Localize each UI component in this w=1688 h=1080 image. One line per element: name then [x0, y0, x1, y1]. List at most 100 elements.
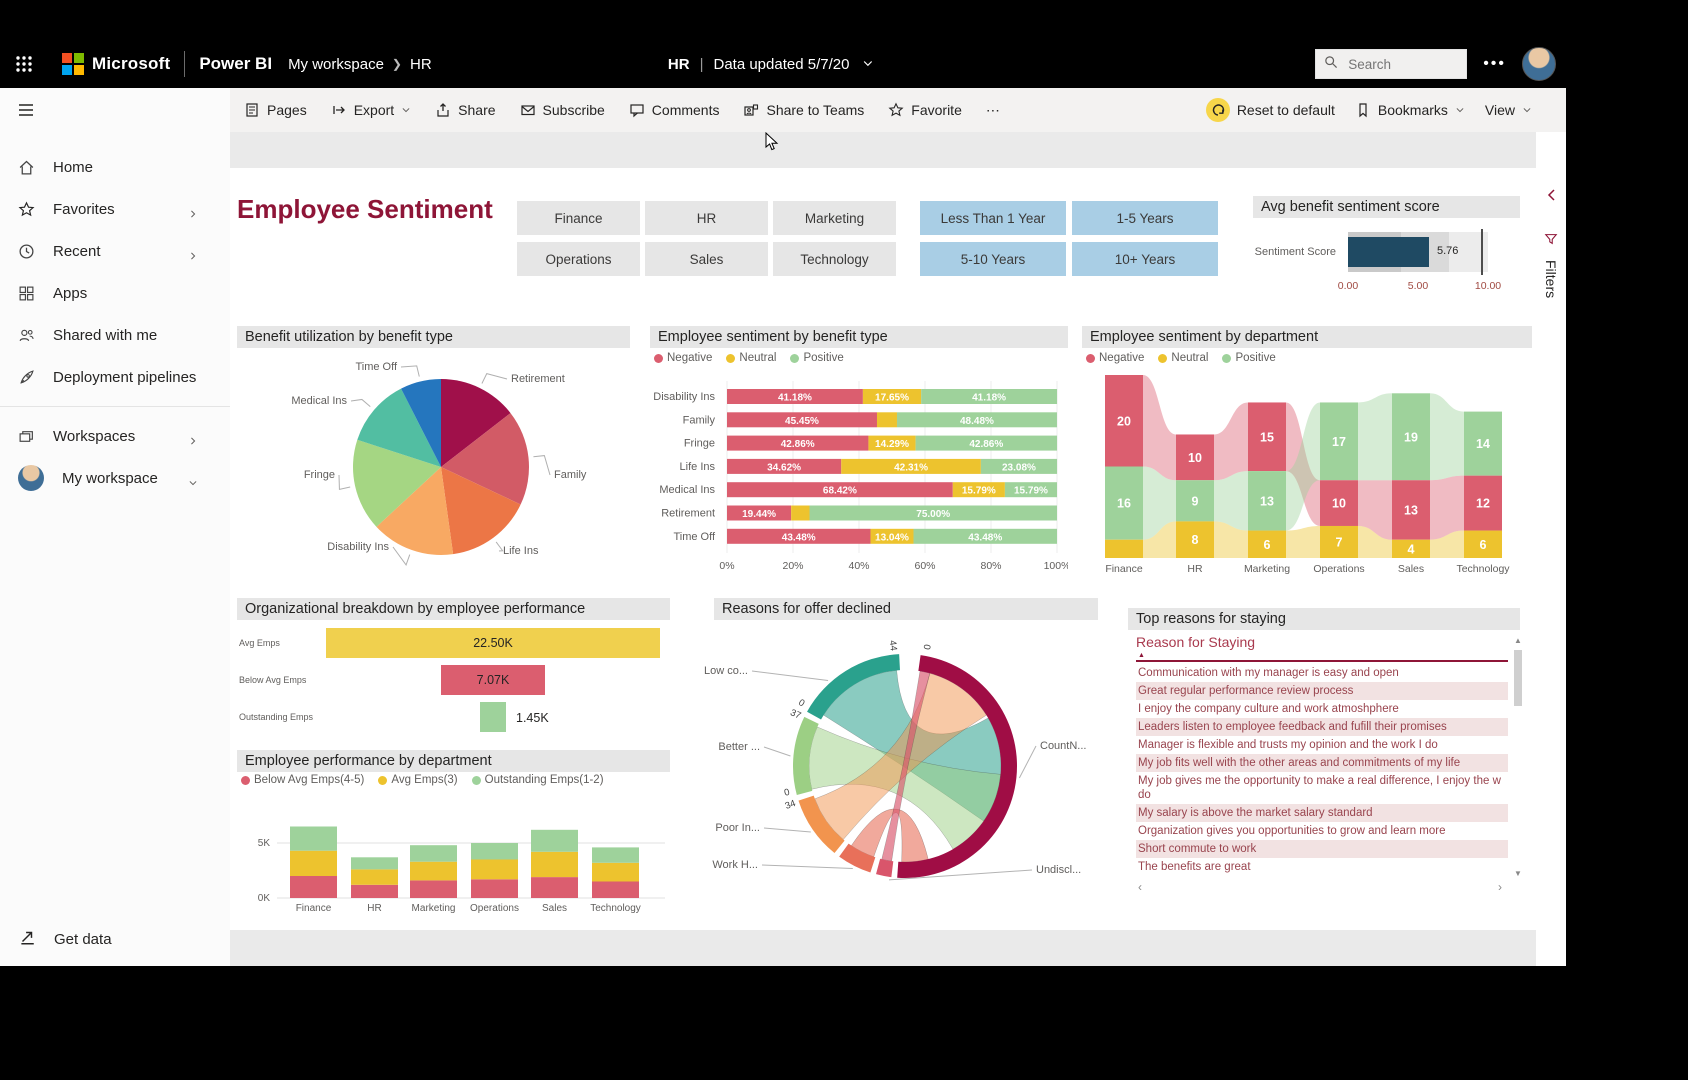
table-row[interactable]: Leaders listen to employee feedback and … [1136, 718, 1508, 736]
pie-slice-time-off[interactable] [401, 379, 441, 467]
department-slicer-technology[interactable]: Technology [773, 242, 896, 276]
bar-segment-positive[interactable] [915, 435, 1058, 451]
column-segment-below-avg-emps-4-5[interactable] [471, 879, 518, 898]
legend-item-outstanding-emps-1-2[interactable]: Outstanding Emps(1-2) [471, 774, 604, 786]
ribbon-segment-negative[interactable] [1105, 375, 1143, 467]
vertical-scrollbar[interactable]: ▲ ▼ [1512, 636, 1524, 878]
org-breakdown-funnel-chart[interactable]: Avg Emps 22.50K Below Avg Emps 7.07K Outstan… [237, 623, 670, 745]
pie-slice-retirement[interactable] [441, 379, 511, 467]
bar-segment-negative[interactable] [727, 435, 869, 451]
table-row[interactable]: Organization gives you opportunities to … [1138, 825, 1446, 837]
sort-ascending-icon[interactable]: ▲ [1138, 652, 1145, 659]
chord-arc-work-hours[interactable] [839, 843, 876, 873]
ribbon-segment-neutral[interactable] [1248, 530, 1286, 558]
scroll-down-icon[interactable]: ▼ [1514, 869, 1522, 878]
performance-by-department-column-chart[interactable]: 5K 0K Finance HR Marketing Operations Sales Tec… [237, 790, 670, 930]
column-segment-avg-emps-3[interactable] [290, 850, 337, 876]
sidebar-item-apps[interactable]: Apps [0, 272, 230, 314]
column-segment-below-avg-emps-4-5[interactable] [592, 881, 639, 899]
bar-segment-positive[interactable] [809, 505, 1058, 521]
ribbon-segment-negative[interactable] [1392, 480, 1430, 540]
table-row[interactable]: Communication with my manager is easy an… [1138, 667, 1399, 679]
header-more-icon[interactable]: ••• [1483, 55, 1506, 72]
table-row[interactable]: My job fits well with the other areas an… [1136, 754, 1508, 772]
reasons-offer-declined-chord-chart[interactable]: 44 0 0 37 0 34 Low co... Better ... Poor In... Wo… [700, 616, 1130, 931]
hamburger-menu-icon[interactable] [16, 100, 36, 125]
table-row[interactable]: I enjoy the company culture and work atm… [1138, 703, 1399, 715]
ribbon-segment-neutral[interactable] [1392, 539, 1430, 558]
ribbon-segment-neutral[interactable] [1105, 539, 1143, 558]
toolbar-more-button[interactable]: ⋯ [986, 102, 1000, 119]
sidebar-item-favorites[interactable]: Favorites [0, 188, 230, 230]
department-slicer-hr[interactable]: HR [645, 201, 768, 235]
ribbon-segment-positive[interactable] [1320, 402, 1358, 481]
sidebar-item-my-workspace[interactable]: My workspace [0, 457, 230, 499]
department-slicer-finance[interactable]: Finance [517, 201, 640, 235]
department-slicer-marketing[interactable]: Marketing [773, 201, 896, 235]
toolbar-share-to-teams-button[interactable]: Share to Teams [743, 102, 864, 118]
column-segment-outstanding-emps-1-2[interactable] [290, 826, 337, 851]
table-row[interactable]: Manager is flexible and trusts my opinio… [1138, 739, 1438, 751]
chord-arc-count[interactable] [897, 655, 1018, 878]
sentiment-score-bullet-chart[interactable]: 5.76 [1348, 229, 1488, 275]
pie-slice-medical-ins[interactable] [357, 388, 441, 467]
column-segment-avg-emps-3[interactable] [471, 859, 518, 880]
scroll-left-icon[interactable]: ‹ [1138, 880, 1142, 894]
user-avatar[interactable] [1522, 47, 1556, 81]
bar-segment-negative[interactable] [727, 458, 842, 474]
ribbon-segment-positive[interactable] [1464, 411, 1502, 476]
bar-segment-neutral[interactable] [862, 389, 922, 404]
legend-item-negative[interactable]: Negative [654, 352, 712, 364]
ribbon-segment-negative[interactable] [1320, 480, 1358, 526]
ribbon-segment-positive[interactable] [1176, 480, 1214, 522]
ribbon-segment-negative[interactable] [1248, 402, 1286, 472]
ribbon-segment-neutral[interactable] [1176, 521, 1214, 558]
table-row[interactable]: Short commute to work [1136, 840, 1508, 858]
sidebar-item-recent[interactable]: Recent [0, 230, 230, 272]
bar-segment-negative[interactable] [727, 412, 877, 428]
chord-arc-better-offer[interactable] [793, 716, 819, 795]
sidebar-item-deployment-pipelines[interactable]: Deployment pipelines [0, 356, 230, 398]
bar-segment-positive[interactable] [896, 412, 1057, 428]
legend-item-avg-emps-3[interactable]: Avg Emps(3) [378, 774, 458, 786]
collapse-pane-icon[interactable] [1545, 188, 1557, 207]
column-segment-outstanding-emps-1-2[interactable] [410, 845, 457, 862]
scroll-right-icon[interactable]: › [1498, 880, 1502, 894]
filters-rail-label[interactable]: Filters [1543, 260, 1559, 299]
benefit-utilization-pie-chart[interactable]: Retirement Family Life Ins Disability Ins Fr… [237, 350, 630, 593]
ribbon-segment-negative[interactable] [1176, 434, 1214, 481]
ribbon-segment-neutral[interactable] [1320, 525, 1358, 558]
bar-segment-negative[interactable] [727, 389, 863, 404]
bar-segment-neutral[interactable] [791, 505, 810, 521]
table-row[interactable]: My job gives me the opportunity to make … [1138, 775, 1501, 801]
toolbar-export-button[interactable]: Export [331, 102, 411, 118]
pie-slice-family[interactable] [441, 413, 529, 505]
pie-slice-fringe[interactable] [353, 439, 441, 527]
toolbar-reset-to-default-button[interactable]: Reset to default [1205, 98, 1335, 122]
filter-funnel-icon[interactable] [1544, 232, 1558, 251]
tenure-slicer-10-years[interactable]: 10+ Years [1072, 242, 1218, 276]
waffle-icon[interactable] [0, 55, 48, 73]
bar-segment-negative[interactable] [727, 505, 792, 521]
column-segment-outstanding-emps-1-2[interactable] [471, 843, 518, 860]
pie-slice-life-ins[interactable] [441, 467, 521, 555]
toolbar-favorite-button[interactable]: Favorite [888, 102, 962, 118]
tenure-slicer-less-than-1-year[interactable]: Less Than 1 Year [920, 201, 1066, 235]
table-row[interactable]: My salary is above the market salary sta… [1136, 804, 1508, 822]
pie-slice-disability-ins[interactable] [376, 467, 454, 555]
sentiment-by-benefit-bar-chart[interactable]: 0% 20% 40% 60% 80% 100% Disability Ins 41.18% 17… [650, 373, 1070, 580]
column-segment-avg-emps-3[interactable] [531, 851, 578, 878]
column-segment-below-avg-emps-4-5[interactable] [410, 880, 457, 898]
column-segment-below-avg-emps-4-5[interactable] [290, 876, 337, 898]
bar-segment-neutral[interactable] [868, 435, 916, 451]
chord-arc-undisclosed[interactable] [876, 858, 894, 878]
legend-item-negative[interactable]: Negative [1086, 352, 1144, 364]
funnel-bar-outstanding-emps[interactable] [480, 702, 506, 732]
column-segment-below-avg-emps-4-5[interactable] [531, 877, 578, 898]
sentiment-by-department-ribbon-chart[interactable]: 20 16 Finance 10 9 8 HR 15 13 6 Marketing 17 10 7 Oper… [1082, 373, 1532, 583]
table-row[interactable]: The benefits are great [1138, 861, 1251, 873]
bar-segment-negative[interactable] [727, 482, 953, 498]
toolbar-comments-button[interactable]: Comments [629, 102, 719, 118]
chord-arc-poor-interview[interactable] [798, 795, 845, 854]
column-segment-outstanding-emps-1-2[interactable] [351, 857, 398, 870]
